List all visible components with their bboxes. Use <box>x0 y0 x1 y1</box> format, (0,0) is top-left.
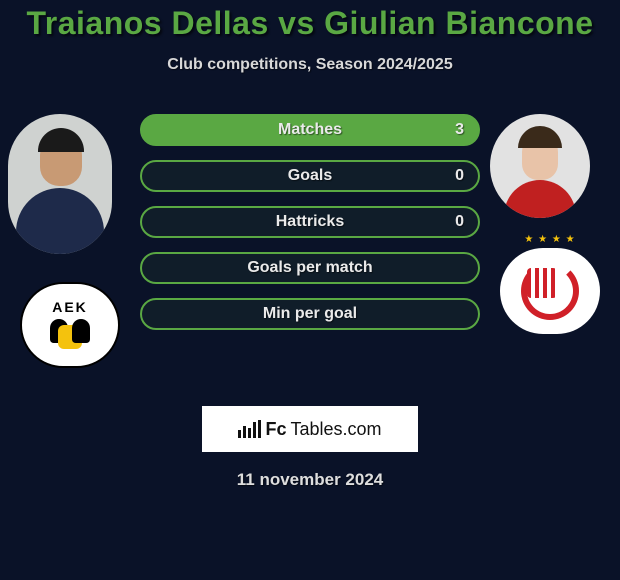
club-left-label: AEK <box>52 299 88 315</box>
main-area: AEK ★ ★ ★ ★ Matches 3 Goals 0 <box>0 114 620 374</box>
player-right-avatar <box>490 114 590 218</box>
stat-label: Min per goal <box>263 305 357 323</box>
brand-fc: Fc <box>265 419 286 440</box>
stat-row-hattricks: Hattricks 0 <box>140 206 480 238</box>
stat-row-goals-per-match: Goals per match <box>140 252 480 284</box>
comparison-card: Traianos Dellas vs Giulian Biancone Club… <box>0 0 620 490</box>
player-left-avatar <box>8 114 112 254</box>
stat-value: 0 <box>455 213 464 231</box>
page-title: Traianos Dellas vs Giulian Biancone <box>0 5 620 42</box>
club-right-badge: ★ ★ ★ ★ <box>500 248 600 334</box>
date-text: 11 november 2024 <box>0 470 620 490</box>
wreath-icon <box>521 262 579 320</box>
stat-row-goals: Goals 0 <box>140 160 480 192</box>
stat-label: Matches <box>278 121 342 139</box>
eagle-icon <box>46 315 94 351</box>
stat-label: Goals <box>288 167 332 185</box>
brand-tables: Tables.com <box>290 419 381 440</box>
stat-row-min-per-goal: Min per goal <box>140 298 480 330</box>
stat-label: Goals per match <box>247 259 372 277</box>
brand-box[interactable]: FcTables.com <box>202 406 418 452</box>
stars-icon: ★ ★ ★ ★ <box>524 234 575 245</box>
stats-list: Matches 3 Goals 0 Hattricks 0 Goals per … <box>140 114 480 344</box>
bar-chart-icon <box>238 420 261 438</box>
club-left-badge: AEK <box>20 282 120 368</box>
stat-value: 3 <box>455 121 464 139</box>
stat-row-matches: Matches 3 <box>140 114 480 146</box>
stat-value: 0 <box>455 167 464 185</box>
subtitle: Club competitions, Season 2024/2025 <box>0 56 620 74</box>
stat-label: Hattricks <box>276 213 344 231</box>
